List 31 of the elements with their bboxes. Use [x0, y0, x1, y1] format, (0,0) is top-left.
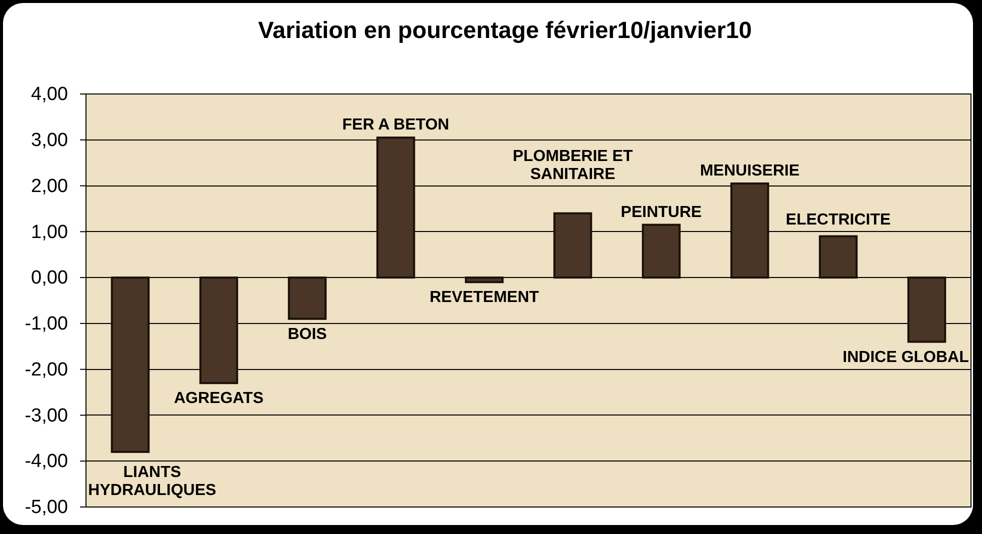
chart-title: Variation en pourcentage février10/janvier10 — [258, 17, 752, 43]
x-tick-label: REVETEMENT — [430, 289, 540, 306]
x-tick-label: MENUISERIE — [700, 162, 800, 180]
x-tick-label: LIANTS HYDRAULIQUES — [88, 464, 216, 500]
x-tick-label: PLOMBERIE ET SANITAIRE — [512, 148, 633, 183]
x-tick-label: INDICE GLOBAL — [842, 348, 970, 366]
bar — [464, 276, 504, 284]
x-tick-label: BOIS — [288, 326, 328, 343]
bar — [907, 276, 946, 343]
y-tick-label: -4,00 — [24, 451, 68, 472]
y-tick-label: 1,00 — [31, 222, 68, 243]
y-tick-label: 2,00 — [31, 176, 68, 197]
y-tick-label: -2,00 — [24, 359, 68, 380]
bar — [818, 235, 858, 279]
y-tick-label: -1,00 — [24, 314, 68, 335]
y-tick-label: -5,00 — [24, 497, 68, 518]
x-tick-label: ELECTRICITE — [786, 212, 892, 229]
bar — [642, 224, 681, 279]
bar — [110, 276, 150, 453]
y-tick-label: 0,00 — [31, 268, 68, 289]
y-tick-label: -3,00 — [24, 405, 68, 426]
x-tick-label: PEINTURE — [620, 204, 702, 221]
bar — [288, 276, 327, 320]
x-tick-label: AGREGATS — [174, 390, 264, 408]
bar — [730, 182, 770, 279]
bar — [376, 136, 416, 279]
y-tick-label: 3,00 — [31, 130, 68, 151]
bar — [553, 212, 592, 279]
x-tick-label: FER A BETON — [342, 116, 450, 134]
bar — [199, 276, 238, 384]
y-tick-label: 4,00 — [31, 84, 68, 106]
